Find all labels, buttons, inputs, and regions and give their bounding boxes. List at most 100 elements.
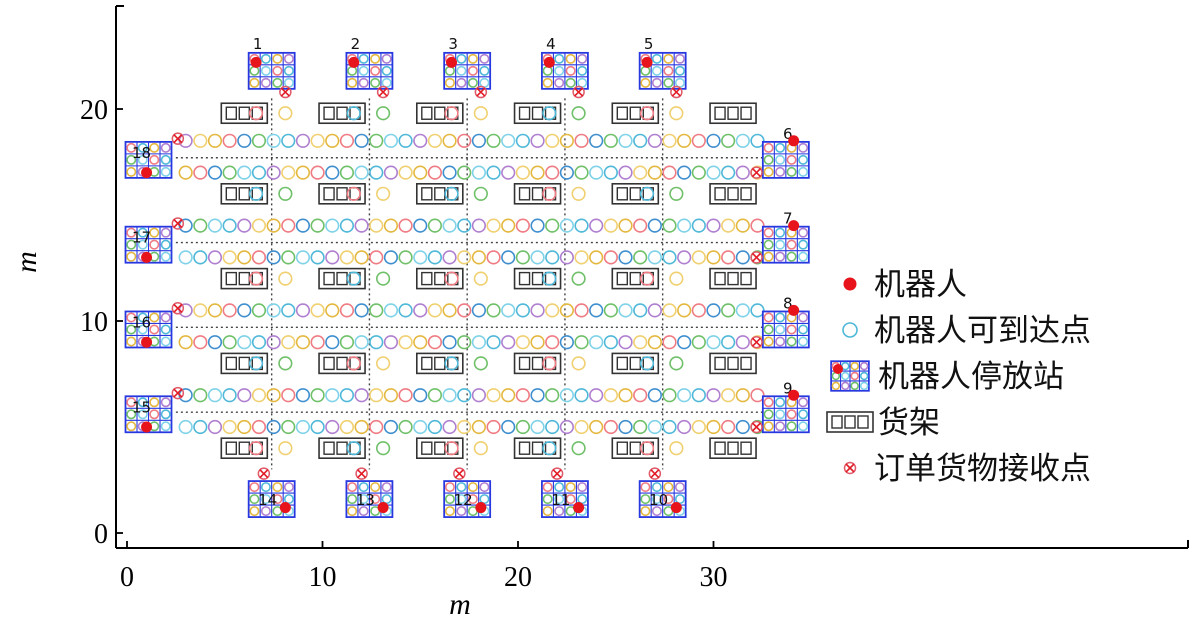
reachable-point (589, 335, 604, 350)
reachable-point (325, 303, 340, 318)
station-slot (763, 154, 774, 165)
reachable-point (647, 335, 662, 350)
station-slot (775, 142, 786, 153)
reachable-point (413, 218, 428, 233)
reachable-point (559, 218, 574, 233)
shelf-frame (611, 183, 660, 205)
x-tick-label: 10 (309, 562, 337, 593)
receiving-point (750, 335, 763, 349)
reachable-point (574, 133, 589, 148)
reachable-point (515, 250, 530, 265)
shelf (415, 437, 464, 460)
reachable-point (354, 303, 369, 318)
reachable-point (589, 419, 604, 435)
reachable-point (398, 335, 413, 350)
station-slot (798, 312, 809, 323)
receiving-point-cross (454, 469, 464, 479)
station-label: 10 (649, 491, 668, 509)
reachable-point (721, 419, 736, 435)
shelf (611, 183, 660, 205)
reachable-point (574, 335, 589, 350)
reachable-point (369, 218, 384, 233)
station-slot (565, 482, 576, 493)
shelf (611, 267, 660, 290)
reachable-point (339, 250, 355, 265)
receiving-point-cross (671, 87, 681, 97)
shelf-slot (421, 356, 433, 371)
reachable-point (545, 218, 560, 233)
reachable-point (639, 441, 655, 456)
reachable-point (427, 133, 443, 148)
reachable-point (571, 106, 586, 121)
station-slot (775, 166, 786, 177)
reachable-point (545, 250, 560, 265)
reachable-point (281, 218, 296, 233)
reachable-point (669, 186, 684, 201)
reachable-point (530, 165, 545, 180)
receiving-point-cross (259, 469, 269, 479)
receiving-point (750, 251, 763, 264)
station-slot (763, 336, 774, 347)
reachable-point (339, 133, 355, 148)
station-slot (663, 494, 674, 505)
shelf-frame (220, 352, 269, 375)
reachable-point (369, 133, 384, 148)
reachable-point (248, 106, 264, 121)
legend-station-robot-icon (833, 364, 843, 374)
reachable-point (295, 388, 311, 403)
station-slot (640, 494, 651, 505)
shelf-slot (323, 441, 335, 455)
shelf-slot (740, 441, 752, 455)
legend-label: 机器人可到达点 (874, 313, 1091, 349)
legend-receiving-icon (843, 461, 857, 475)
station-slot (786, 409, 797, 420)
reachable-point (251, 303, 267, 318)
reachable-point (721, 133, 736, 148)
reachable-point (486, 250, 501, 265)
reachable-point (471, 218, 487, 233)
reachable-point (633, 218, 648, 233)
reachable-point (542, 356, 557, 371)
station-slot (663, 482, 674, 493)
reachable-point (193, 335, 208, 350)
reachable-point (691, 419, 706, 435)
station-slot (370, 482, 381, 493)
receiving-point-cross (751, 337, 762, 347)
robot (446, 56, 458, 68)
shelf-frame (220, 437, 269, 460)
reachable-point (706, 165, 721, 180)
reachable-point (281, 133, 296, 148)
receiving-point (171, 217, 185, 230)
shelf (415, 102, 464, 125)
reachable-point (559, 335, 574, 350)
station-slot (565, 65, 576, 76)
shelf-slot (421, 106, 433, 120)
station-label: 12 (454, 491, 473, 509)
reachable-point (735, 218, 750, 233)
reachable-point (339, 165, 355, 180)
receiving-point-ring (453, 467, 466, 480)
shelf-slot (714, 106, 726, 120)
reachable-point (295, 218, 311, 233)
reachable-point (545, 165, 560, 180)
shelf-slot (727, 106, 739, 120)
reachable-point (444, 271, 459, 286)
station-slot (160, 227, 171, 238)
station-slot (775, 251, 786, 262)
reachable-point (473, 106, 488, 121)
reachable-point (278, 441, 293, 456)
reachable-point (442, 335, 457, 350)
reachable-point (589, 303, 604, 318)
station-slot (347, 77, 358, 88)
robot (348, 56, 360, 68)
reachable-point (457, 335, 472, 350)
reachable-point (457, 133, 472, 148)
station-slot (798, 409, 809, 420)
station-slot (456, 506, 467, 517)
shelf-slot (714, 271, 726, 286)
station-slot (763, 409, 774, 420)
station-slot (272, 65, 283, 76)
shelf-slot (740, 187, 752, 201)
reachable-point (618, 303, 633, 318)
reachable-point (735, 165, 750, 180)
